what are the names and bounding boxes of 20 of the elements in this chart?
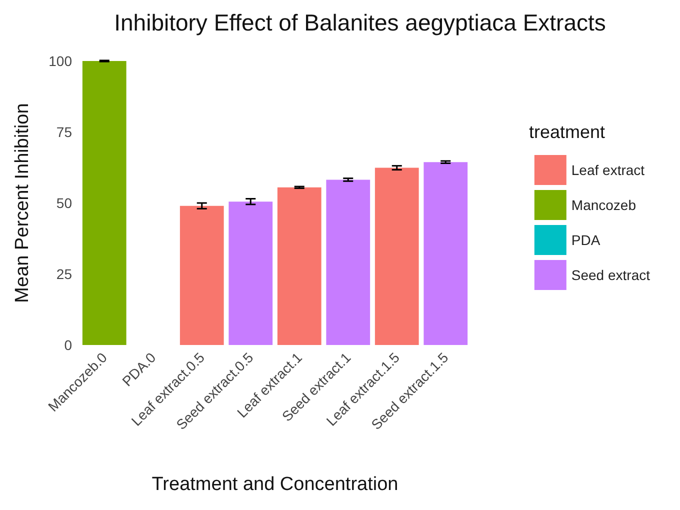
y-axis-title: Mean Percent Inhibition (12, 103, 33, 303)
chart-title: Inhibitory Effect of Balanites aegyptiaca Extracts (114, 10, 606, 36)
legend-label: PDA (571, 232, 601, 248)
x-axis-title: Treatment and Concentration (152, 474, 398, 495)
legend-label: Seed extract (571, 267, 650, 283)
y-tick-label: 50 (56, 195, 72, 211)
y-tick-label: 25 (56, 266, 72, 282)
bar (228, 202, 273, 345)
y-tick-label: 100 (48, 53, 72, 69)
legend-label: Leaf extract (571, 162, 645, 178)
legend-label: Mancozeb (571, 197, 636, 213)
bar (326, 180, 370, 345)
legend-title: treatment (528, 122, 606, 142)
y-tick-label: 75 (56, 124, 72, 140)
bar (424, 162, 468, 345)
bar (180, 206, 224, 345)
bar (82, 61, 126, 345)
bar (374, 168, 419, 345)
y-tick-label: 0 (64, 337, 72, 353)
bar (277, 187, 322, 345)
